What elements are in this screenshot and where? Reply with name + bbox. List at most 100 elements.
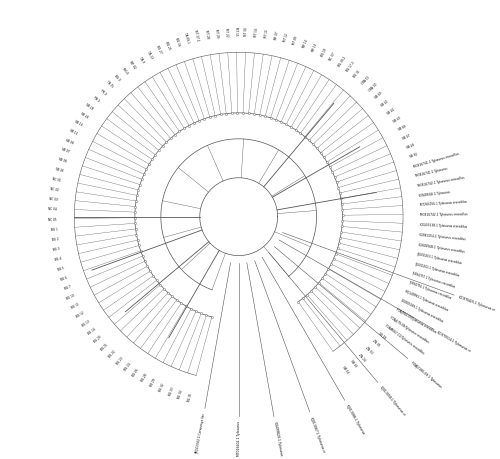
Text: BG 34: BG 34 — [178, 389, 184, 398]
Text: BG 33: BG 33 — [168, 386, 175, 395]
Text: BG 6: BG 6 — [60, 275, 68, 281]
Text: SB 05: SB 05 — [54, 167, 64, 173]
Text: JQ432202.1 Tylosurus crocodilus: JQ432202.1 Tylosurus crocodilus — [414, 261, 460, 277]
Text: SB 45: SB 45 — [349, 358, 358, 368]
Text: MF 02: MF 02 — [128, 60, 136, 69]
Text: BG 28: BG 28 — [140, 372, 148, 382]
Text: SB 06: SB 06 — [57, 157, 66, 163]
Text: BG 24: BG 24 — [124, 361, 132, 371]
Text: FOAM667-10|Tylosurus crocodilus: FOAM667-10|Tylosurus crocodilus — [384, 323, 424, 355]
Text: SB 41: SB 41 — [380, 99, 390, 107]
Text: PR 0: PR 0 — [100, 88, 107, 95]
Text: KX433138.1 Tylosurus crocodilus: KX433138.1 Tylosurus crocodilus — [420, 223, 468, 228]
Text: KJ013086.1 Tylosurus: KJ013086.1 Tylosurus — [345, 403, 366, 434]
Text: FOAJ2180-09.1 Tylosurus: FOAJ2180-09.1 Tylosurus — [410, 360, 442, 388]
Text: JF494757.1 Tylosurus crocodilus: JF494757.1 Tylosurus crocodilus — [411, 271, 456, 288]
Text: SB 40: SB 40 — [374, 91, 384, 100]
Text: MT 12: MT 12 — [283, 33, 290, 42]
Text: BG 21: BG 21 — [100, 341, 110, 351]
Text: HQ149993.1 Tylosurus crocodilus: HQ149993.1 Tylosurus crocodilus — [404, 289, 448, 312]
Text: TA 13: TA 13 — [146, 50, 154, 59]
Text: MT265056.1 Tylosurus crocodilus: MT265056.1 Tylosurus crocodilus — [420, 200, 467, 207]
Text: SB 24: SB 24 — [79, 111, 88, 119]
Text: SB 53: SB 53 — [342, 364, 349, 374]
Text: MF 07: MF 07 — [274, 31, 279, 40]
Text: SB 28: SB 28 — [85, 102, 94, 111]
Text: ZN 05: ZN 05 — [371, 338, 380, 347]
Text: BG 22: BG 22 — [108, 349, 116, 358]
Text: SB 07: SB 07 — [60, 147, 70, 154]
Text: TA 3: TA 3 — [138, 56, 145, 64]
Text: MT016602.1 Tylosurus: MT016602.1 Tylosurus — [236, 420, 240, 455]
Text: NC 03: NC 03 — [49, 196, 58, 202]
Text: MF 15: MF 15 — [311, 43, 318, 52]
Text: PB 0: PB 0 — [92, 96, 100, 103]
Text: BG 27: BG 27 — [155, 45, 162, 55]
Text: BG 2: BG 2 — [51, 237, 59, 241]
Text: BG 26: BG 26 — [132, 367, 140, 376]
Text: JF494756.1 Tylosurus crocodilus: JF494756.1 Tylosurus crocodilus — [408, 280, 452, 300]
Text: MG816742.1 Tylosurus crocodilus: MG816742.1 Tylosurus crocodilus — [417, 175, 465, 187]
Text: TB 15: TB 15 — [105, 80, 114, 89]
Text: KY849564.1 Tylosurus: KY849564.1 Tylosurus — [419, 189, 450, 197]
Text: KC970514.1 Tylosurus cr: KC970514.1 Tylosurus cr — [436, 330, 472, 353]
Text: BG 31: BG 31 — [353, 69, 362, 79]
Text: SB 09: SB 09 — [64, 138, 74, 145]
Text: JM013360.1 Caranmyx fac: JM013360.1 Caranmyx fac — [195, 412, 206, 453]
Text: BG 7: BG 7 — [64, 284, 72, 291]
Text: BG 3: BG 3 — [52, 246, 60, 252]
Text: KC970425.1 Tylosurus cr: KC970425.1 Tylosurus cr — [458, 295, 495, 312]
Text: MT 11: MT 11 — [264, 29, 269, 38]
Text: FOAJ784-09|Tylosurus crocodilus: FOAJ784-09|Tylosurus crocodilus — [394, 307, 436, 333]
Text: MT 30: MT 30 — [244, 27, 248, 36]
Text: MT 09: MT 09 — [292, 36, 299, 45]
Text: NC 01: NC 01 — [52, 176, 62, 182]
Text: BG 1: BG 1 — [50, 227, 58, 231]
Text: KU943254.1 Tylosurus crocodilus: KU943254.1 Tylosurus crocodilus — [420, 232, 467, 241]
Text: KJ013067.1 Tylosurus cr: KJ013067.1 Tylosurus cr — [310, 415, 326, 452]
Text: BG 19: BG 19 — [320, 47, 328, 57]
Text: KJ013058.1 Tylosurus cr: KJ013058.1 Tylosurus cr — [379, 385, 406, 415]
Text: BG 20: BG 20 — [94, 335, 102, 343]
Text: BG 32: BG 32 — [158, 381, 166, 391]
Text: KU499820.1 Tylosurus: KU499820.1 Tylosurus — [273, 421, 282, 455]
Text: GU805099.1 Tylosurus crocodilus: GU805099.1 Tylosurus crocodilus — [400, 298, 443, 323]
Text: MT 14: MT 14 — [254, 28, 259, 37]
Text: MG816741.1 Tylosurus crocodilus: MG816741.1 Tylosurus crocodilus — [412, 151, 460, 168]
Text: SB 46: SB 46 — [397, 124, 406, 132]
Text: BG 30-1: BG 30-1 — [337, 55, 347, 67]
Text: TA 09-1: TA 09-1 — [183, 32, 190, 44]
Text: BG 11: BG 11 — [70, 302, 80, 310]
Text: CRA 30: CRA 30 — [368, 82, 378, 92]
Text: BG 16: BG 16 — [174, 37, 180, 47]
Text: BG 10: BG 10 — [66, 293, 76, 301]
Text: NC 02: NC 02 — [50, 186, 59, 192]
Text: BG 4: BG 4 — [54, 256, 62, 262]
Text: MG816742.1 Tylosurus crocodilus: MG816742.1 Tylosurus crocodilus — [420, 212, 468, 217]
Text: BG 17-3: BG 17-3 — [345, 61, 356, 73]
Text: BG 5: BG 5 — [57, 266, 64, 271]
Text: BG 0: BG 0 — [114, 74, 121, 82]
Text: JQ432203.1 Tylosurus crocodilus: JQ432203.1 Tylosurus crocodilus — [416, 252, 462, 265]
Text: MF 14: MF 14 — [302, 39, 309, 49]
Text: MG 0: MG 0 — [121, 67, 128, 75]
Text: NC 04: NC 04 — [48, 207, 58, 211]
Text: BG 29: BG 29 — [150, 377, 157, 386]
Text: MG816741.1 Tylosurus: MG816741.1 Tylosurus — [415, 167, 448, 178]
Text: SB 16: SB 16 — [74, 119, 83, 127]
Text: SB 49: SB 49 — [406, 143, 415, 150]
Text: MT 37-1: MT 37-1 — [193, 29, 200, 41]
Text: SB 47: SB 47 — [402, 134, 411, 140]
Text: FOAJ579-09|Tylosurus crocodilus: FOAJ579-09|Tylosurus crocodilus — [390, 315, 430, 343]
Text: ZN 03: ZN 03 — [364, 346, 373, 355]
Text: ZN 24: ZN 24 — [357, 353, 366, 362]
Text: SB 50: SB 50 — [410, 152, 418, 159]
Text: CRA 15: CRA 15 — [360, 75, 370, 85]
Text: SS 19: SS 19 — [378, 331, 386, 339]
Text: MT 22: MT 22 — [224, 28, 228, 36]
Text: BG 23: BG 23 — [116, 355, 124, 364]
Text: BG 13: BG 13 — [81, 319, 90, 327]
Text: SB 43: SB 43 — [392, 116, 402, 123]
Text: BG 12: BG 12 — [76, 310, 85, 319]
Text: MT 15: MT 15 — [234, 27, 238, 36]
